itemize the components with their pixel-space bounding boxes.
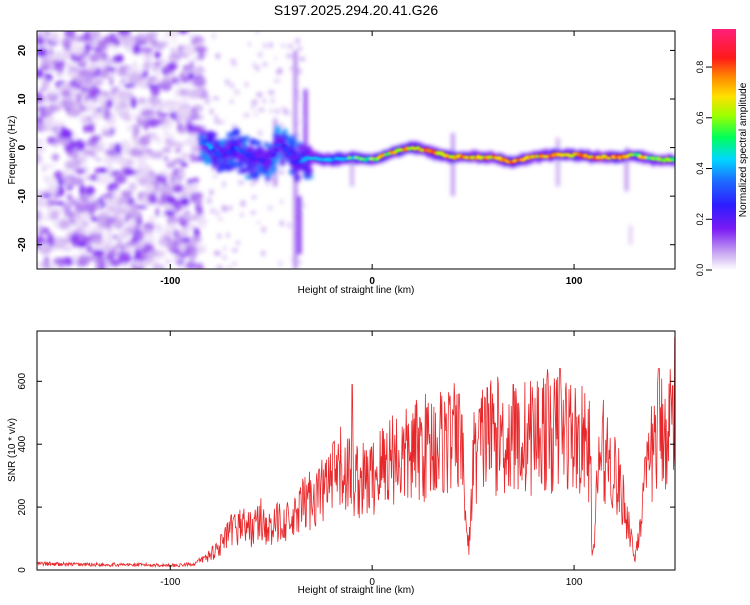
colorbar-tick-label: 0.8 (695, 61, 705, 74)
snr-y-tick-label: 200 (17, 498, 28, 515)
spectrogram-y-tick-label: -20 (17, 237, 28, 252)
spectrogram-y-label: Frequency (Hz) (7, 116, 18, 185)
snr-x-label: Height of straight line (km) (298, 585, 415, 596)
colorbar-gradient (712, 29, 736, 270)
snr-series-line (37, 337, 675, 569)
colorbar-label: Normalized spectral amplitude (738, 82, 749, 217)
colorbar-tick-label: 0.6 (695, 112, 705, 125)
spectrogram-frame (36, 30, 676, 270)
snr-x-tick-label: 0 (369, 577, 375, 588)
spectrogram-y-tick-label: 0 (17, 144, 28, 150)
colorbar: 0.0 0.2 0.4 0.6 0.8 Normalized spectral ampl… (695, 29, 749, 276)
spectrogram-heatmap (37, 31, 675, 269)
snr-y-tick-label: 600 (17, 373, 28, 390)
snr-y-tick-label: 400 (17, 435, 28, 452)
snr-ticks: -100 0 100 0 200 400 600 (17, 331, 675, 588)
spectrogram-y-tick-label: -10 (17, 188, 28, 203)
snr-y-label: SNR (10 * v/v) (7, 418, 18, 482)
snr-x-tick-label: -100 (160, 577, 180, 588)
snr-panel: -100 0 100 0 200 400 600 Height of straight li… (7, 330, 676, 596)
colorbar-tick-label: 0.4 (695, 162, 705, 175)
spectrogram-x-tick-label: 100 (566, 276, 583, 287)
colorbar-tick-label: 0.2 (695, 213, 705, 226)
spectrogram-x-label: Height of straight line (km) (298, 285, 415, 296)
snr-x-tick-label: 100 (566, 577, 583, 588)
spectrogram-x-tick-label: -100 (160, 276, 180, 287)
spectrogram-x-tick-label: 0 (369, 276, 375, 287)
colorbar-ticks: 0.0 0.2 0.4 0.6 0.8 (695, 61, 712, 276)
chart-title: S197.2025.294.20.41.G26 (274, 2, 438, 18)
spectrogram-y-tick-label: 20 (17, 44, 28, 56)
spectrogram-y-tick-label: 10 (17, 93, 28, 105)
snr-y-tick-label: 0 (17, 567, 28, 573)
colorbar-tick-label: 0.0 (695, 264, 705, 277)
snr-frame (36, 330, 676, 571)
